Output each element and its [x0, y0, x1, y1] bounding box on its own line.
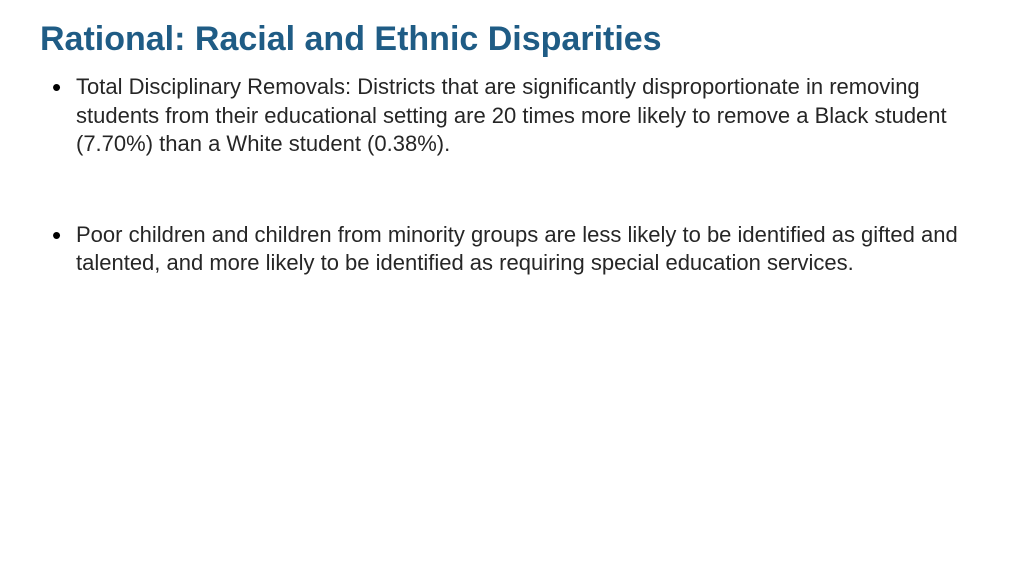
slide-title: Rational: Racial and Ethnic Disparities [40, 20, 984, 59]
bullet-item: Total Disciplinary Removals: Districts t… [76, 73, 984, 159]
bullet-list: Total Disciplinary Removals: Districts t… [40, 73, 984, 278]
bullet-item: Poor children and children from minority… [76, 221, 984, 278]
